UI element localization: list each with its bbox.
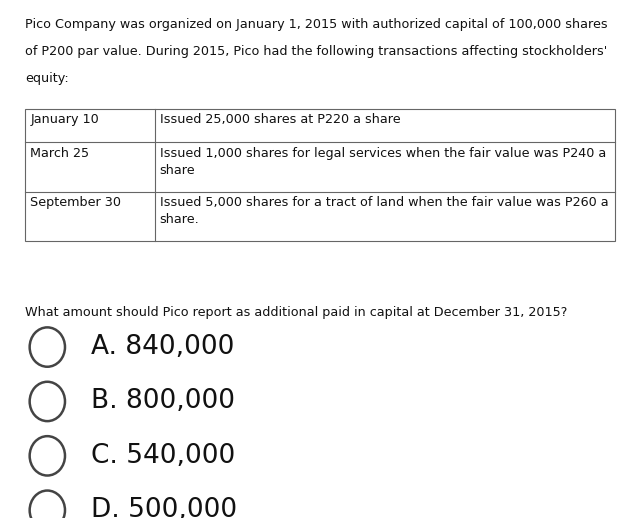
Text: January 10: January 10 xyxy=(30,113,99,126)
Text: What amount should Pico report as additional paid in capital at December 31, 201: What amount should Pico report as additi… xyxy=(25,306,568,319)
Text: March 25: March 25 xyxy=(30,147,90,160)
Bar xyxy=(25,109,615,241)
Text: Issued 1,000 shares for legal services when the fair value was P240 a
share: Issued 1,000 shares for legal services w… xyxy=(160,147,606,177)
Text: B. 800,000: B. 800,000 xyxy=(91,388,235,414)
Text: Issued 25,000 shares at P220 a share: Issued 25,000 shares at P220 a share xyxy=(160,113,400,126)
Text: A. 840,000: A. 840,000 xyxy=(91,334,235,360)
Text: equity:: equity: xyxy=(25,72,69,85)
Text: Pico Company was organized on January 1, 2015 with authorized capital of 100,000: Pico Company was organized on January 1,… xyxy=(25,18,608,31)
Text: September 30: September 30 xyxy=(30,196,121,209)
Text: C. 540,000: C. 540,000 xyxy=(91,443,236,469)
Text: of P200 par value. During 2015, Pico had the following transactions affecting st: of P200 par value. During 2015, Pico had… xyxy=(25,45,608,58)
Text: Issued 5,000 shares for a tract of land when the fair value was P260 a
share.: Issued 5,000 shares for a tract of land … xyxy=(160,196,608,226)
Text: D. 500,000: D. 500,000 xyxy=(91,497,238,518)
